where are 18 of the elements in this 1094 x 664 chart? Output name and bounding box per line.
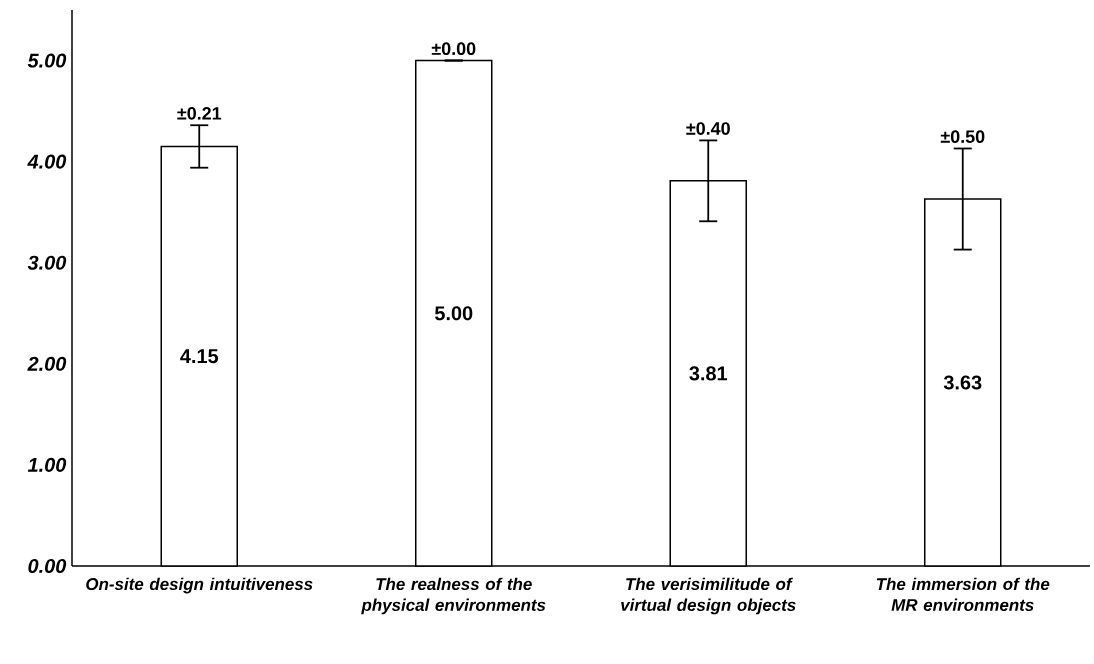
x-tick-label: The verisimilitude of virtual design objects — [621, 577, 796, 615]
y-tick-label: 0.00 — [28, 558, 67, 574]
annotation: ±0.21 — [177, 107, 222, 120]
data-label: 5.00 — [434, 306, 473, 321]
y-tick-label: 1.00 — [27, 457, 67, 472]
y-tick-label: 2.00 — [27, 356, 67, 371]
y-tick-label: 4.00 — [27, 154, 67, 169]
x-tick-label: The immersion of the MR environments — [876, 577, 1050, 612]
data-label: 3.63 — [943, 375, 982, 390]
x-tick-label: On-site design intuitiveness — [86, 577, 313, 594]
annotation: ±0.00 — [431, 42, 476, 56]
data-label: 3.81 — [689, 366, 728, 381]
data-label: 4.15 — [180, 349, 219, 364]
x-tick-label: The realness of the physical environments — [361, 577, 546, 615]
annotation: ±0.50 — [940, 130, 985, 143]
annotation: ±0.40 — [686, 122, 730, 135]
y-tick-label: 5.00 — [27, 53, 67, 68]
y-tick-label: 3.00 — [27, 255, 67, 270]
